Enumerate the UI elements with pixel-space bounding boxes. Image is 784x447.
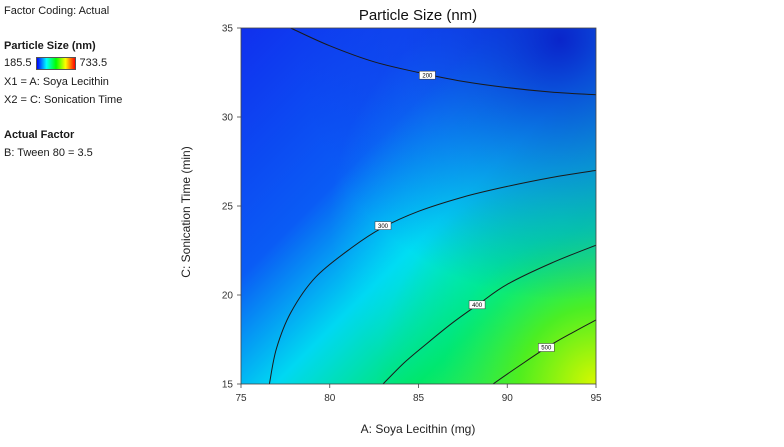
color-scale: 185.5 733.5 [4,55,107,71]
x2-definition: X2 = C: Sonication Time [4,94,123,106]
y-axis-label: C: Sonication Time (min) [179,146,193,277]
x1-definition: X1 = A: Soya Lecithin [4,76,109,88]
y-tick-label: 30 [222,113,234,124]
contour-label-box [374,221,392,230]
contour-label-300: 300 [378,224,389,230]
x-tick-label: 75 [235,393,247,404]
response-title: Particle Size (nm) [4,40,96,52]
y-tick-label: 20 [222,291,234,302]
color-scale-min: 185.5 [4,57,32,69]
x-tick-label: 80 [324,393,336,404]
contour-label-500: 500 [541,346,552,352]
chart-title: Particle Size (nm) [359,7,477,24]
y-tick-label: 35 [222,24,234,35]
contour-label-200: 200 [422,73,433,79]
contour-label-box [468,300,486,310]
contour-line-400 [382,244,596,384]
x-tick-label: 90 [502,393,514,404]
factor-coding-label: Factor Coding: Actual [4,5,110,17]
contour-line-200 [290,28,596,96]
x-tick-label: 85 [413,393,425,404]
color-scale-bar [35,56,76,70]
y-tick-label: 25 [222,202,234,213]
color-scale-max: 733.5 [79,57,108,69]
contour-label-box [538,343,555,352]
actual-factor-value: B: Tween 80 = 3.5 [4,147,93,159]
actual-factor-title: Actual Factor [4,129,75,141]
x-axis-label: A: Soya Lecithin (mg) [361,422,476,436]
contour-fill [241,28,596,384]
contour-label-box [419,70,436,80]
contour-label-400: 400 [472,303,483,309]
x-tick-label: 95 [590,393,602,404]
y-tick-label: 15 [222,380,234,391]
